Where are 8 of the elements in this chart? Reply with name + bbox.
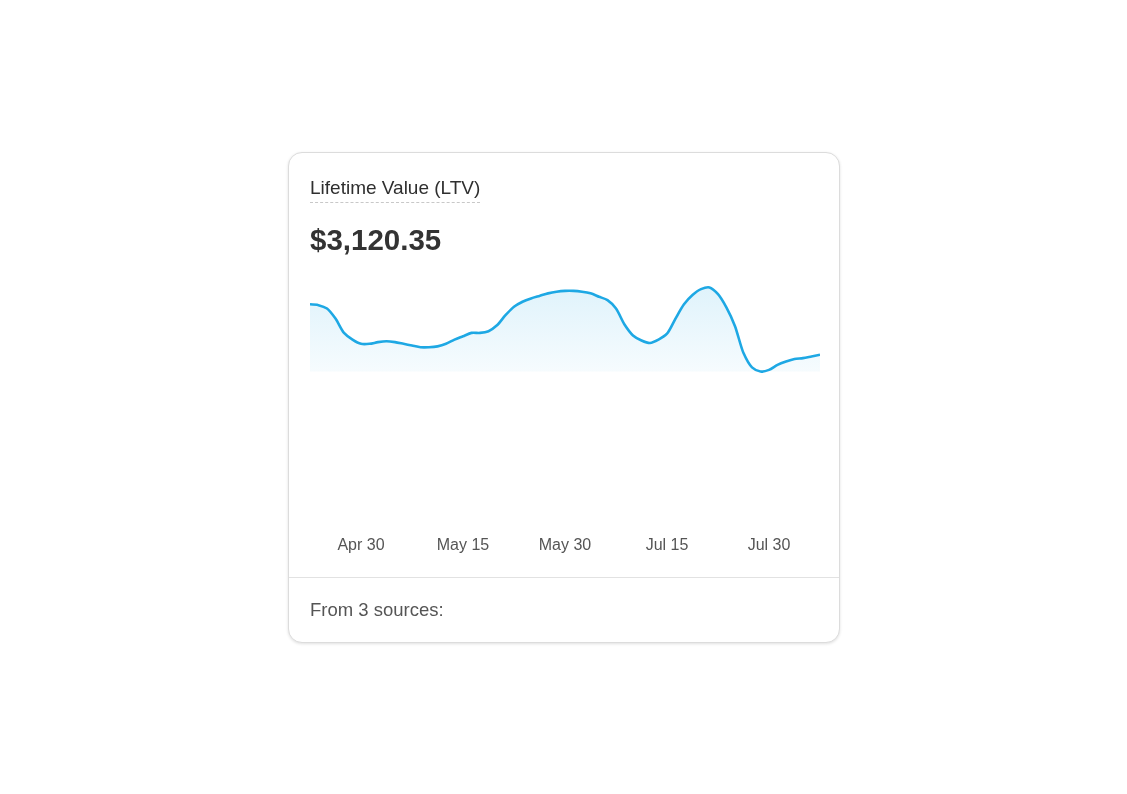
x-tick-label: Jul 30 xyxy=(747,536,791,553)
x-tick-label: Jul 15 xyxy=(645,536,689,553)
x-tick-label: May 15 xyxy=(436,536,490,553)
chart-subtitle: $3,120.35 xyxy=(310,223,442,257)
x-tick-label: May 30 xyxy=(538,536,592,553)
text: From 3 sources: xyxy=(310,599,444,621)
chart-title: Lifetime Value (LTV) xyxy=(310,177,481,203)
x-tick-label: Apr 30 xyxy=(337,536,385,553)
